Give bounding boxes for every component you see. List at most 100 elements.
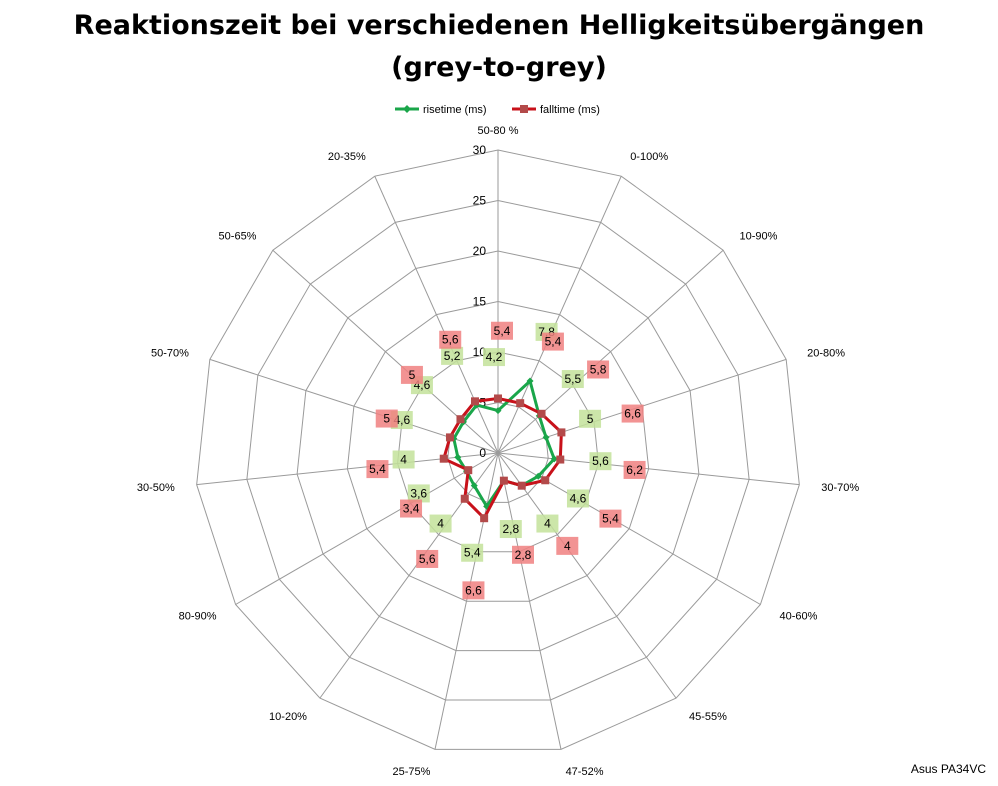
chart-subtitle: (grey-to-grey): [391, 52, 607, 83]
falltime-marker: [439, 454, 448, 463]
data-label-text: 5,6: [419, 552, 436, 566]
data-label-text: 4: [437, 517, 444, 531]
data-label-bg: [566, 489, 589, 508]
data-label: 5,4: [491, 321, 513, 340]
spoke-line: [497, 452, 562, 750]
data-label-text: 5: [587, 412, 594, 426]
risetime-marker: [526, 377, 534, 385]
data-label-text: 4,2: [486, 350, 503, 364]
data-label-bg: [561, 370, 584, 389]
data-label: 5: [579, 409, 602, 428]
data-label: 5: [400, 365, 423, 384]
series-lines: [439, 377, 566, 523]
spoke-line: [235, 452, 499, 605]
data-label: 5,4: [599, 509, 622, 528]
legend-marker: [520, 105, 528, 113]
data-label-text: 5,4: [545, 335, 562, 349]
data-label-text: 3,4: [403, 502, 420, 516]
data-label: 6,6: [462, 581, 485, 600]
risetime-marker: [470, 482, 478, 490]
falltime-marker: [445, 433, 454, 442]
tick-label: 5: [479, 396, 486, 410]
category-label: 30-70%: [821, 482, 859, 494]
falltime-marker: [541, 476, 550, 485]
spoke-line: [497, 249, 724, 454]
data-label: 5,6: [416, 549, 439, 568]
data-label: 3,4: [400, 499, 423, 518]
falltime-marker: [499, 476, 508, 485]
data-label: 5: [375, 409, 398, 428]
tick-label: 25: [473, 194, 487, 208]
spoke-line: [434, 452, 499, 750]
data-label-bg: [587, 360, 610, 379]
data-label: 6,6: [621, 404, 644, 423]
chart-title: Reaktionszeit bei verschiedenen Helligke…: [73, 10, 925, 41]
data-label-text: 5,6: [442, 333, 459, 347]
grid-ring: [346, 300, 650, 602]
category-label: 10-90%: [740, 231, 778, 243]
category-label: 47-52%: [566, 766, 604, 778]
data-label: 5,6: [589, 452, 612, 471]
data-label-text: 5: [409, 368, 416, 382]
data-label-text: 5,8: [590, 362, 607, 376]
category-label: 80-90%: [179, 611, 217, 623]
data-label: 5,4: [366, 460, 389, 479]
grid-ring: [296, 250, 700, 652]
data-label-bg: [439, 330, 462, 349]
risetime-marker: [494, 407, 502, 415]
falltime-marker: [494, 394, 502, 403]
data-label: 2,8: [511, 545, 534, 564]
data-label: 5,4: [461, 543, 484, 562]
data-label: 2,8: [499, 520, 522, 539]
falltime-marker: [557, 428, 566, 437]
footer-model-label: Asus PA34VC: [910, 762, 986, 776]
tick-label: 20: [473, 244, 487, 258]
legend-label: falltime (ms): [540, 104, 600, 116]
data-labels: 4,27,85,555,64,642,85,443,644,64,65,25,4…: [366, 321, 646, 600]
data-label: 5,6: [439, 330, 462, 349]
category-labels: 50-80 % 0-100% 10-90% 20-80% 30-70% 40-60% 45-…: [137, 125, 859, 778]
spoke-line: [196, 452, 499, 486]
data-label: 5,2: [441, 346, 464, 365]
spoke-line: [497, 452, 800, 486]
data-label-bg: [407, 484, 430, 503]
data-label-text: 4: [544, 517, 551, 531]
data-label-bg: [366, 460, 389, 479]
series-line-1: [442, 396, 563, 520]
data-label-bg: [579, 409, 602, 428]
tick-label: 0: [479, 446, 486, 460]
data-label-text: 5,4: [494, 324, 511, 338]
data-label-bg: [461, 543, 484, 562]
tick-label: 30: [473, 143, 487, 157]
falltime-marker: [537, 409, 546, 418]
legend-marker: [403, 105, 411, 113]
data-label-text: 5,4: [602, 512, 619, 526]
category-label: 0-100%: [630, 151, 668, 163]
data-label-bg: [623, 460, 646, 479]
data-label-text: 5,4: [369, 462, 386, 476]
falltime-marker: [517, 481, 526, 490]
category-label: 25-75%: [393, 766, 431, 778]
category-label: 50-65%: [219, 231, 257, 243]
data-label-bg: [541, 332, 564, 351]
data-label-bg: [491, 321, 513, 340]
tick-label: 15: [473, 295, 487, 309]
data-label: 4: [392, 450, 415, 469]
data-label-text: 3,6: [410, 486, 427, 500]
risetime-marker: [454, 453, 462, 461]
data-label-text: 2,8: [515, 548, 532, 562]
data-label-text: 2,8: [502, 522, 519, 536]
risetime-marker: [542, 433, 550, 441]
legend: risetime (ms) falltime (ms): [395, 104, 600, 116]
radial-tick-labels: 0 5 10 15 20 25 30: [473, 143, 487, 460]
category-label: 50-70%: [151, 348, 189, 360]
category-label: 20-35%: [328, 151, 366, 163]
data-label: 4: [536, 514, 559, 533]
tick-label: 10: [473, 345, 487, 359]
data-label-bg: [483, 348, 505, 367]
data-label-bg: [416, 549, 439, 568]
spoke-line: [319, 452, 499, 699]
radar-grid: [196, 149, 800, 750]
data-label: 5,8: [587, 360, 610, 379]
